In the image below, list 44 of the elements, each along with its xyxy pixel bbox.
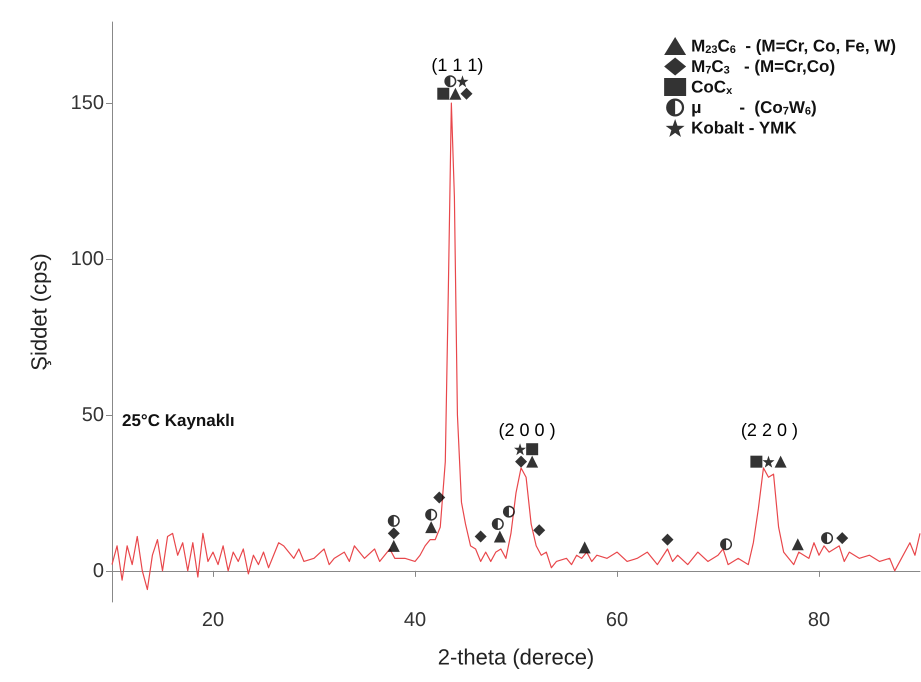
- point: [474, 530, 487, 543]
- x-tick-label: 20: [202, 609, 224, 631]
- point: [514, 443, 526, 456]
- point: [492, 518, 504, 530]
- point: [425, 508, 438, 521]
- y-tick-label: 150: [70, 92, 104, 114]
- y-tick-label: 100: [70, 248, 104, 270]
- point: [456, 75, 468, 88]
- point: [836, 532, 848, 544]
- x-axis-title: 2-theta (derece): [438, 644, 594, 670]
- point: [762, 456, 774, 468]
- annotation: (2 2 0 ): [740, 420, 798, 440]
- point: [437, 88, 450, 100]
- point: [388, 540, 400, 552]
- point: [502, 506, 515, 518]
- point: [720, 538, 732, 550]
- point: [750, 456, 762, 468]
- point: [460, 88, 473, 100]
- x-tick-label: 40: [404, 609, 426, 631]
- point: [578, 541, 591, 554]
- point: [433, 492, 446, 504]
- annotation: 25°C Kaynaklı: [122, 411, 235, 430]
- point: [494, 530, 506, 543]
- point: [533, 524, 546, 536]
- point: [662, 534, 674, 546]
- point: [774, 456, 787, 468]
- point: [792, 538, 804, 550]
- point: [449, 88, 462, 100]
- y-axis-title: Şiddet (cps): [26, 253, 52, 371]
- point: [388, 527, 400, 540]
- x-tick-label: 60: [606, 609, 628, 631]
- point: [526, 443, 538, 456]
- point: [388, 514, 400, 527]
- legend-label: Kobalt - YMK: [691, 118, 798, 138]
- point: [526, 456, 538, 468]
- point: [515, 456, 528, 468]
- point: [821, 532, 834, 544]
- y-tick-label: 50: [82, 404, 104, 426]
- annotation: (2 0 0 ): [498, 420, 556, 440]
- annotation: (1 1 1): [431, 55, 484, 76]
- x-tick-label: 80: [808, 609, 830, 631]
- point: [444, 75, 456, 88]
- point: [425, 521, 438, 534]
- y-tick-label: 0: [92, 560, 104, 582]
